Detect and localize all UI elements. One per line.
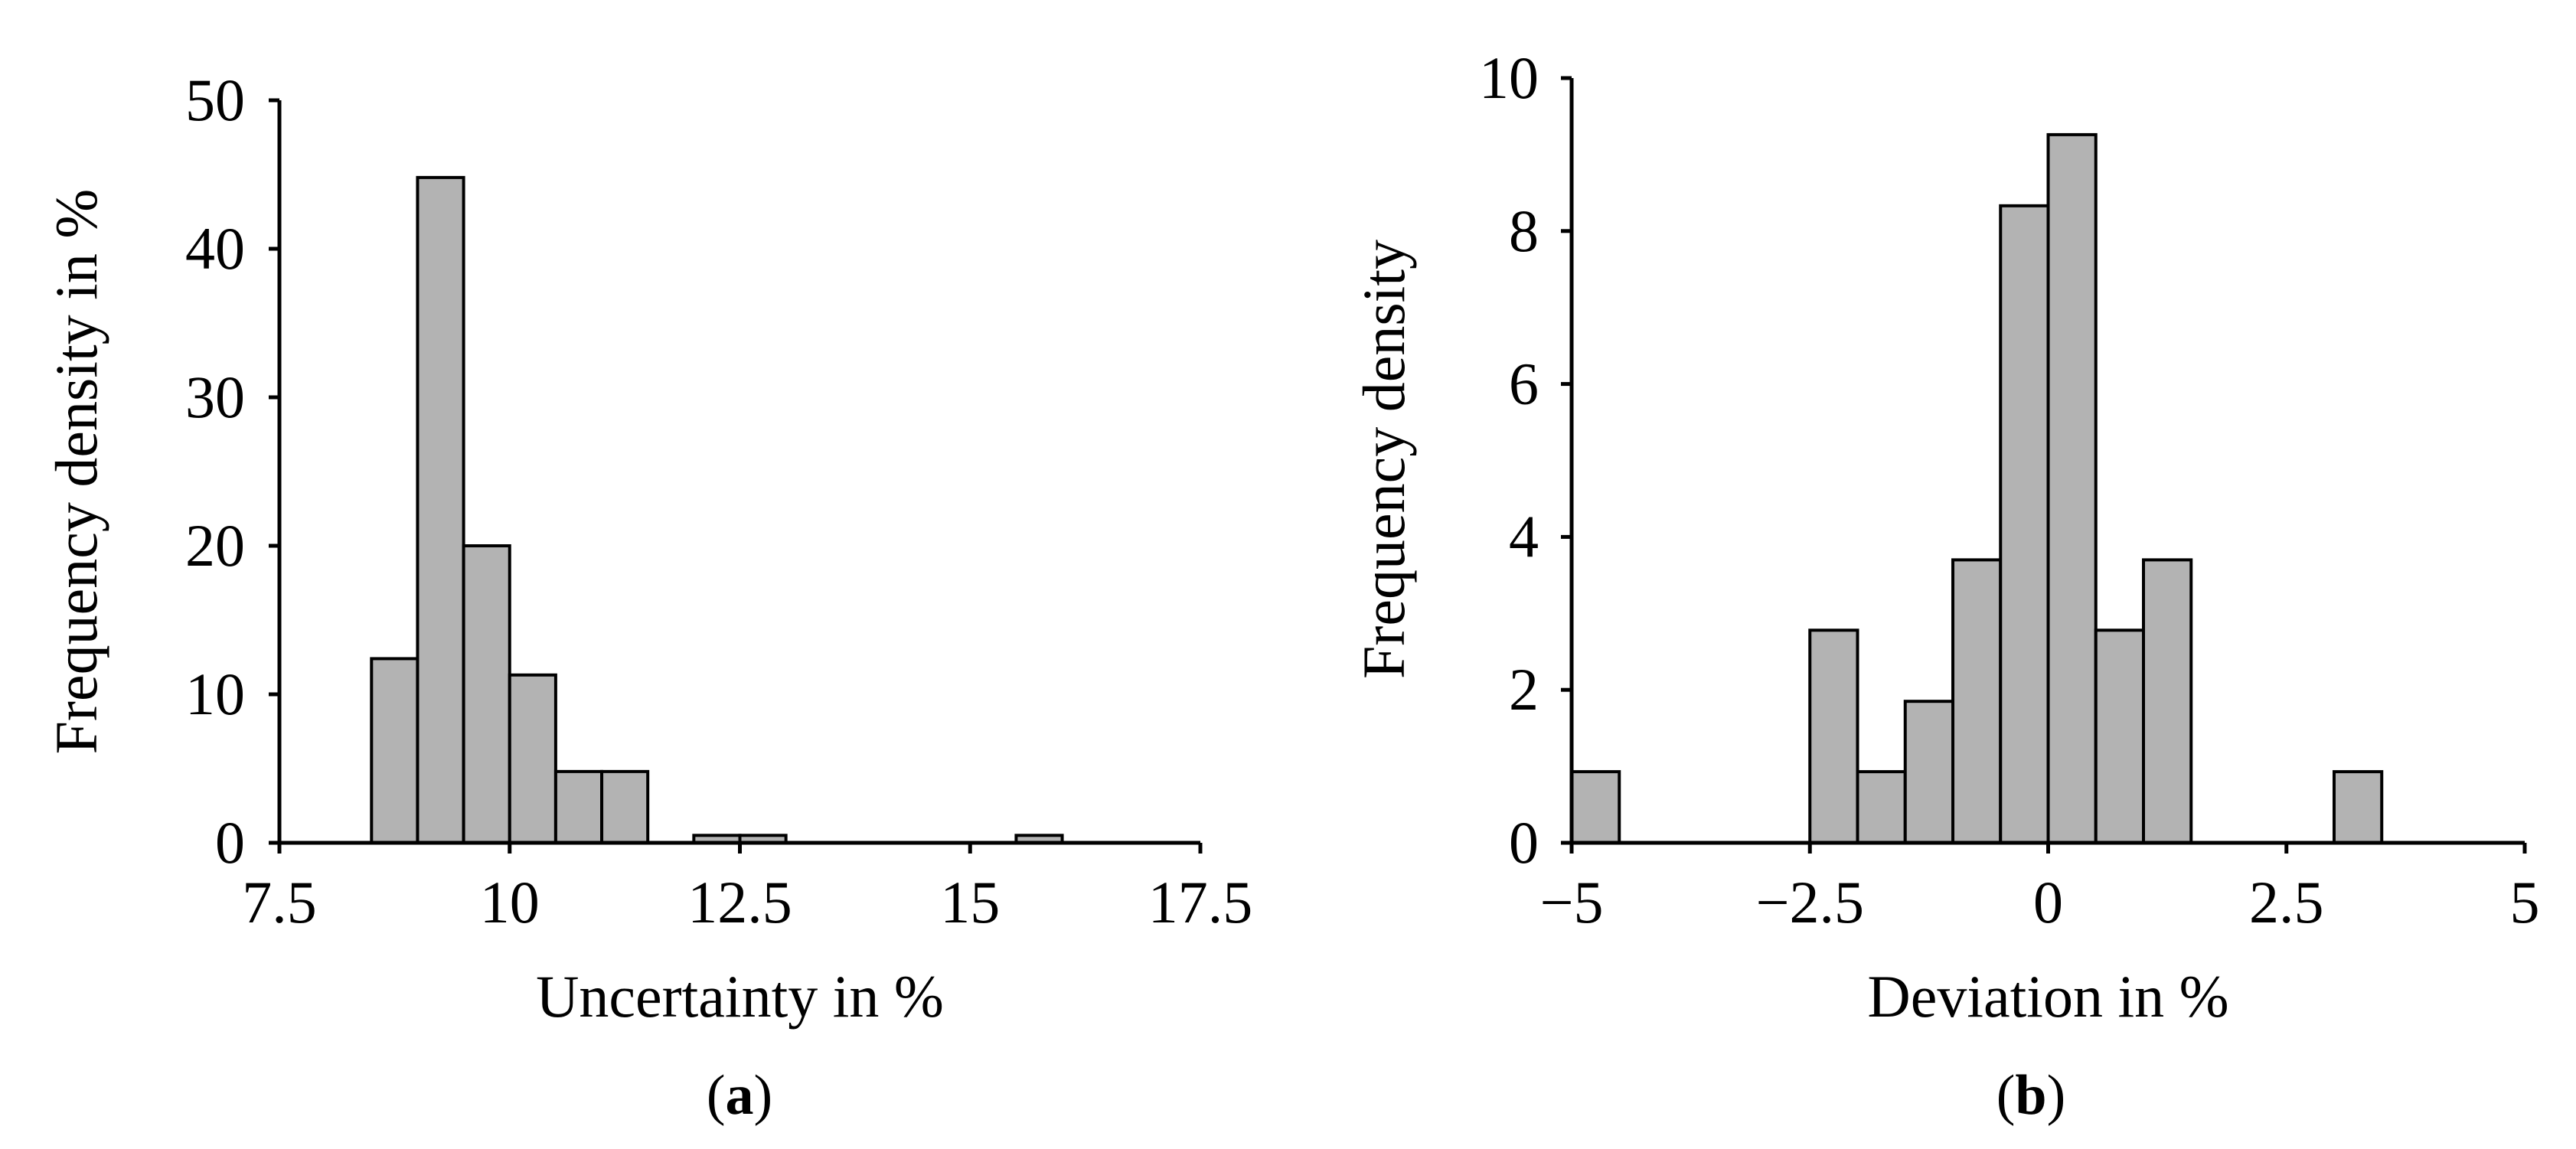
histogram-bar <box>462 544 511 844</box>
histogram-bar <box>370 657 420 844</box>
chart-panel-b: 0 2 4 6 8 10 −5 −2.5 0 2.5 5 Deviation in % Frequenc… <box>1350 44 2540 1127</box>
y-tick-label: 8 <box>1509 197 1539 264</box>
panel-label: (a) <box>707 1064 772 1127</box>
y-tick-label: 10 <box>1479 44 1539 111</box>
x-tick-label: 2.5 <box>2249 869 2324 935</box>
y-tick-label: 2 <box>1509 656 1539 723</box>
x-tick-label: 17.5 <box>1148 869 1253 935</box>
histogram-bar <box>2142 558 2193 844</box>
histogram-bar <box>1808 628 1859 844</box>
x-tick-label: 15 <box>940 869 1000 935</box>
x-tick-label: 10 <box>480 869 540 935</box>
y-tick-label: 50 <box>185 67 245 133</box>
y-tick-label: 20 <box>185 512 245 579</box>
x-tick-label: 0 <box>2033 869 2063 935</box>
histogram-bar <box>508 673 557 845</box>
histogram-bar <box>2046 132 2098 844</box>
x-tick-label: 7.5 <box>242 869 317 935</box>
histogram-bar <box>1951 558 2003 844</box>
y-tick-label: 40 <box>185 215 245 282</box>
x-tick-label: −5 <box>1540 869 1604 935</box>
x-tick-label: −2.5 <box>1756 869 1865 935</box>
x-tick-label: 5 <box>2510 869 2540 935</box>
y-axis-title: Frequency density in % <box>43 189 109 755</box>
y-tick-label: 30 <box>185 364 245 430</box>
histogram-bar <box>1856 770 1907 845</box>
y-tick-label: 0 <box>215 809 245 876</box>
histogram-bar <box>2333 770 2384 845</box>
histogram-bar <box>416 175 465 844</box>
y-tick-label: 0 <box>1509 809 1539 876</box>
histogram-bar <box>600 769 650 845</box>
x-axis-title: Deviation in % <box>1867 963 2228 1030</box>
panel-label: (b) <box>1996 1064 2065 1127</box>
histogram-bar <box>1570 770 1621 845</box>
y-tick-label: 6 <box>1509 351 1539 417</box>
chart-panel-a: 0 10 20 30 40 50 7.5 10 12.5 15 17.5 Uncertainty in… <box>43 67 1252 1127</box>
histogram-bar <box>2094 628 2145 844</box>
histogram-bar <box>1903 700 1954 844</box>
histogram-bar <box>1999 204 2050 844</box>
y-axis-title: Frequency density <box>1350 240 1417 679</box>
histogram-bar <box>553 769 604 845</box>
x-tick-label: 12.5 <box>687 869 792 935</box>
y-tick-label: 10 <box>185 661 245 727</box>
y-tick-label: 4 <box>1509 503 1539 570</box>
x-axis-title: Uncertainty in % <box>536 963 944 1030</box>
